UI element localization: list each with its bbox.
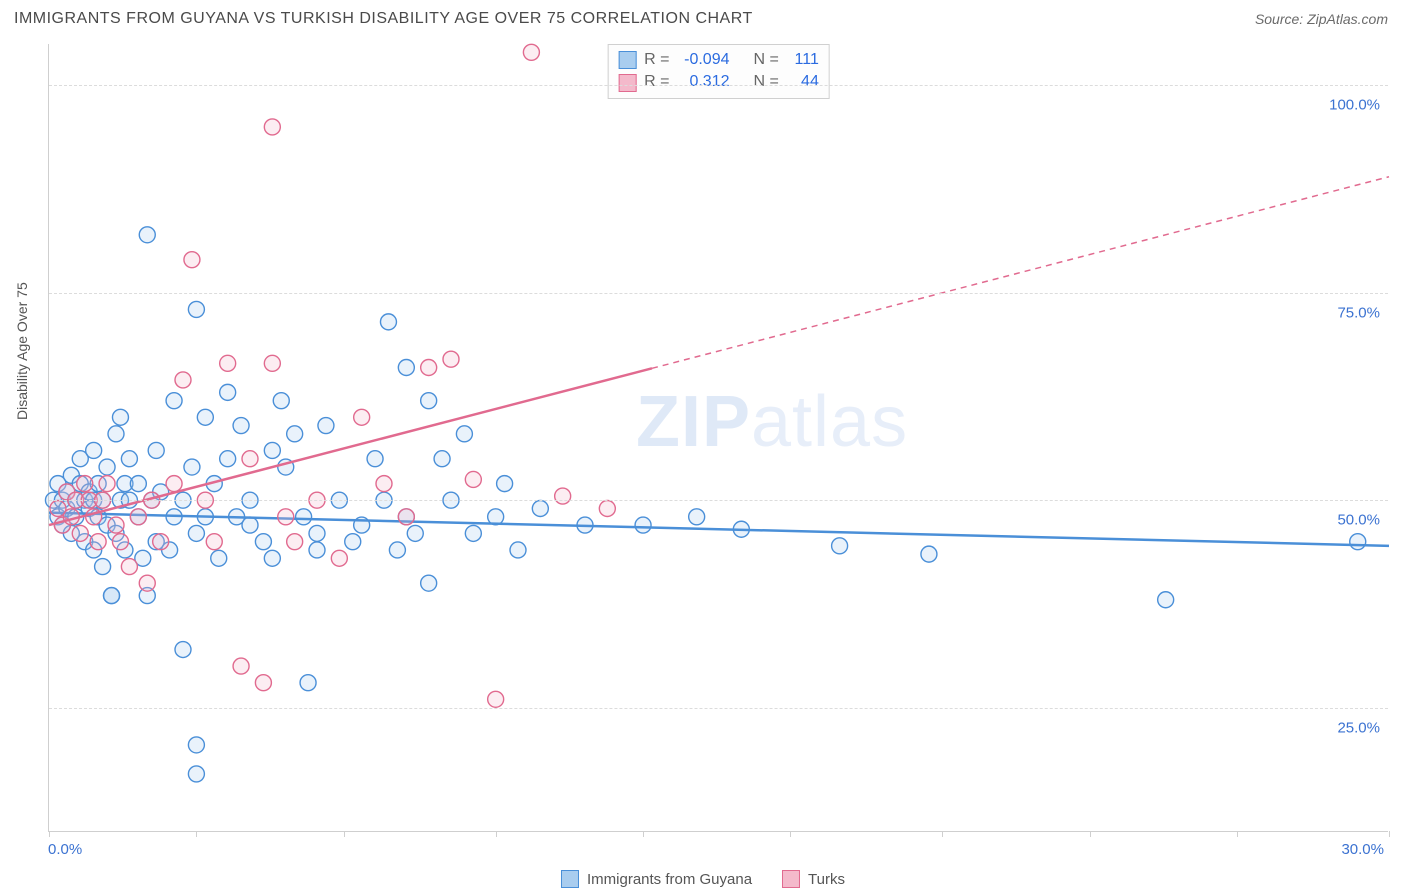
legend-item-1: Immigrants from Guyana [561,870,752,888]
stats-row-series-2: R = 0.312 N = 44 [618,71,819,93]
x-tick [790,831,791,837]
y-tick-label: 50.0% [1337,512,1380,529]
n-label: N = [754,71,779,93]
x-tick [344,831,345,837]
r-label: R = [644,71,669,93]
gridline [49,85,1388,86]
y-tick-label: 25.0% [1337,719,1380,736]
legend-item-2: Turks [782,870,845,888]
chart-title: IMMIGRANTS FROM GUYANA VS TURKISH DISABI… [14,10,753,28]
swatch-series-2 [782,870,800,888]
x-axis-start-label: 0.0% [48,841,82,858]
y-tick-label: 75.0% [1337,304,1380,321]
swatch-series-1 [561,870,579,888]
stats-row-series-1: R = -0.094 N = 111 [618,49,819,71]
n-value-2: 44 [787,71,819,93]
x-tick [643,831,644,837]
y-axis-label: Disability Age Over 75 [14,282,30,420]
n-label: N = [754,49,779,71]
y-tick-label: 100.0% [1329,97,1380,114]
source-attribution: Source: ZipAtlas.com [1255,11,1388,27]
n-value-1: 111 [787,49,819,71]
r-value-2: 0.312 [678,71,730,93]
bottom-legend: Immigrants from Guyana Turks [561,870,845,888]
r-value-1: -0.094 [678,49,730,71]
r-label: R = [644,49,669,71]
legend-label-2: Turks [808,871,845,888]
x-tick [496,831,497,837]
x-tick [1389,831,1390,837]
gridline [49,293,1388,294]
chart-plot-area: ZIPatlas R = -0.094 N = 111 R = 0.312 N … [48,44,1388,832]
scatter-plot-svg [49,44,1388,831]
swatch-series-1 [618,51,636,69]
x-axis-end-label: 30.0% [1341,841,1384,858]
legend-label-1: Immigrants from Guyana [587,871,752,888]
x-tick [942,831,943,837]
x-tick [1090,831,1091,837]
swatch-series-2 [618,74,636,92]
x-tick [49,831,50,837]
gridline [49,500,1388,501]
x-tick [1237,831,1238,837]
correlation-stats-box: R = -0.094 N = 111 R = 0.312 N = 44 [607,44,830,99]
x-tick [196,831,197,837]
gridline [49,708,1388,709]
